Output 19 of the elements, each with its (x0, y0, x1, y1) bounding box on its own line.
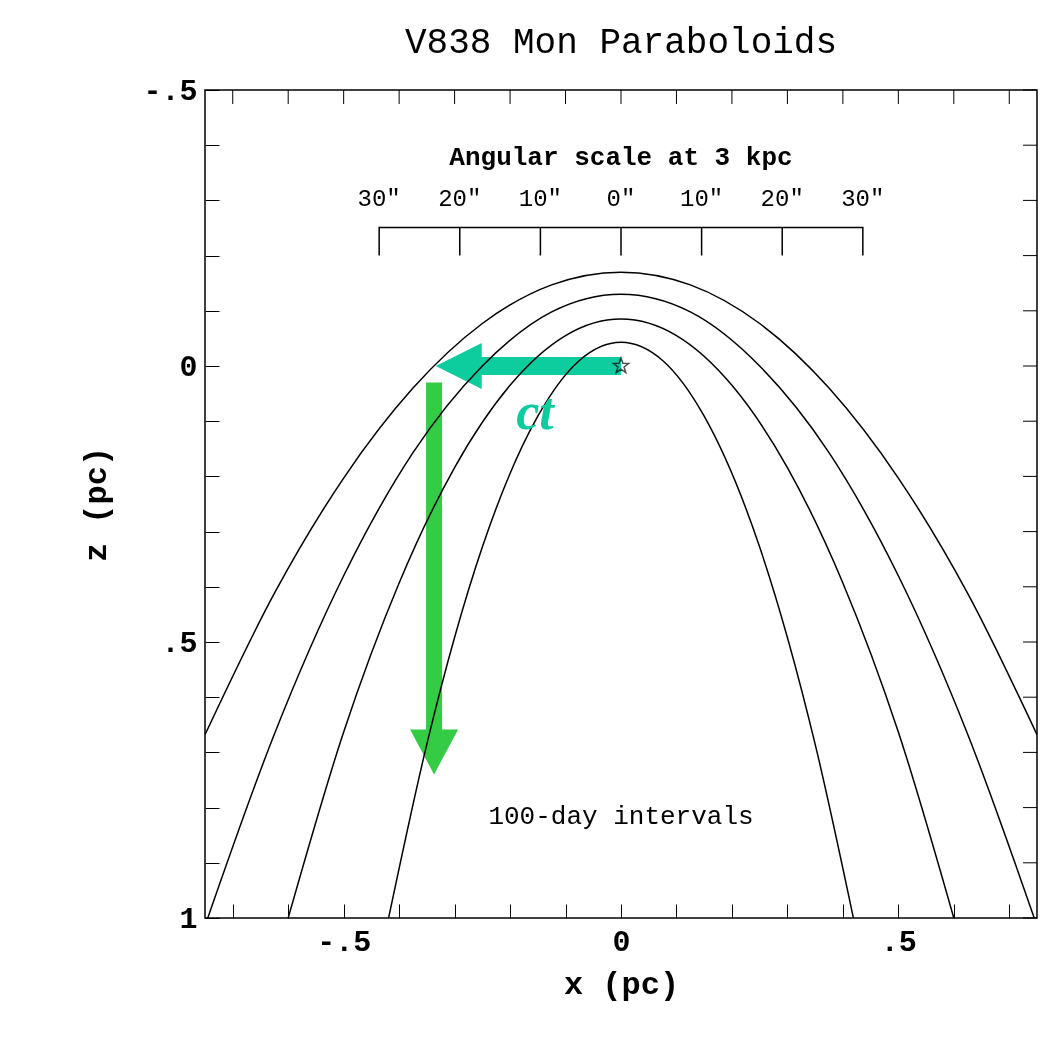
x-tick-label: 0 (612, 925, 631, 960)
y-tick-label: 0 (179, 350, 198, 385)
annotation: 20″ (760, 185, 804, 213)
y-tick-label: .5 (161, 626, 198, 661)
annotation: 10″ (518, 185, 562, 213)
annotation: 0″ (606, 185, 636, 213)
chart-title: V838 Mon Paraboloids (404, 23, 838, 64)
annotation: Angular scale at 3 kpc (449, 142, 793, 173)
x-axis-title: x (pc) (563, 966, 680, 1004)
annotation: 20″ (438, 185, 482, 213)
x-tick-label: -.5 (317, 925, 372, 960)
y-tick-label: 1 (179, 902, 198, 937)
annotation: 100-day intervals (488, 802, 754, 833)
x-tick-label: .5 (880, 925, 917, 960)
y-axis-title: z (pc) (79, 446, 117, 563)
y-tick-label: -.5 (143, 74, 198, 109)
annotation: 30″ (357, 185, 401, 213)
annotation: 10″ (680, 185, 724, 213)
annotation: 30″ (841, 185, 885, 213)
